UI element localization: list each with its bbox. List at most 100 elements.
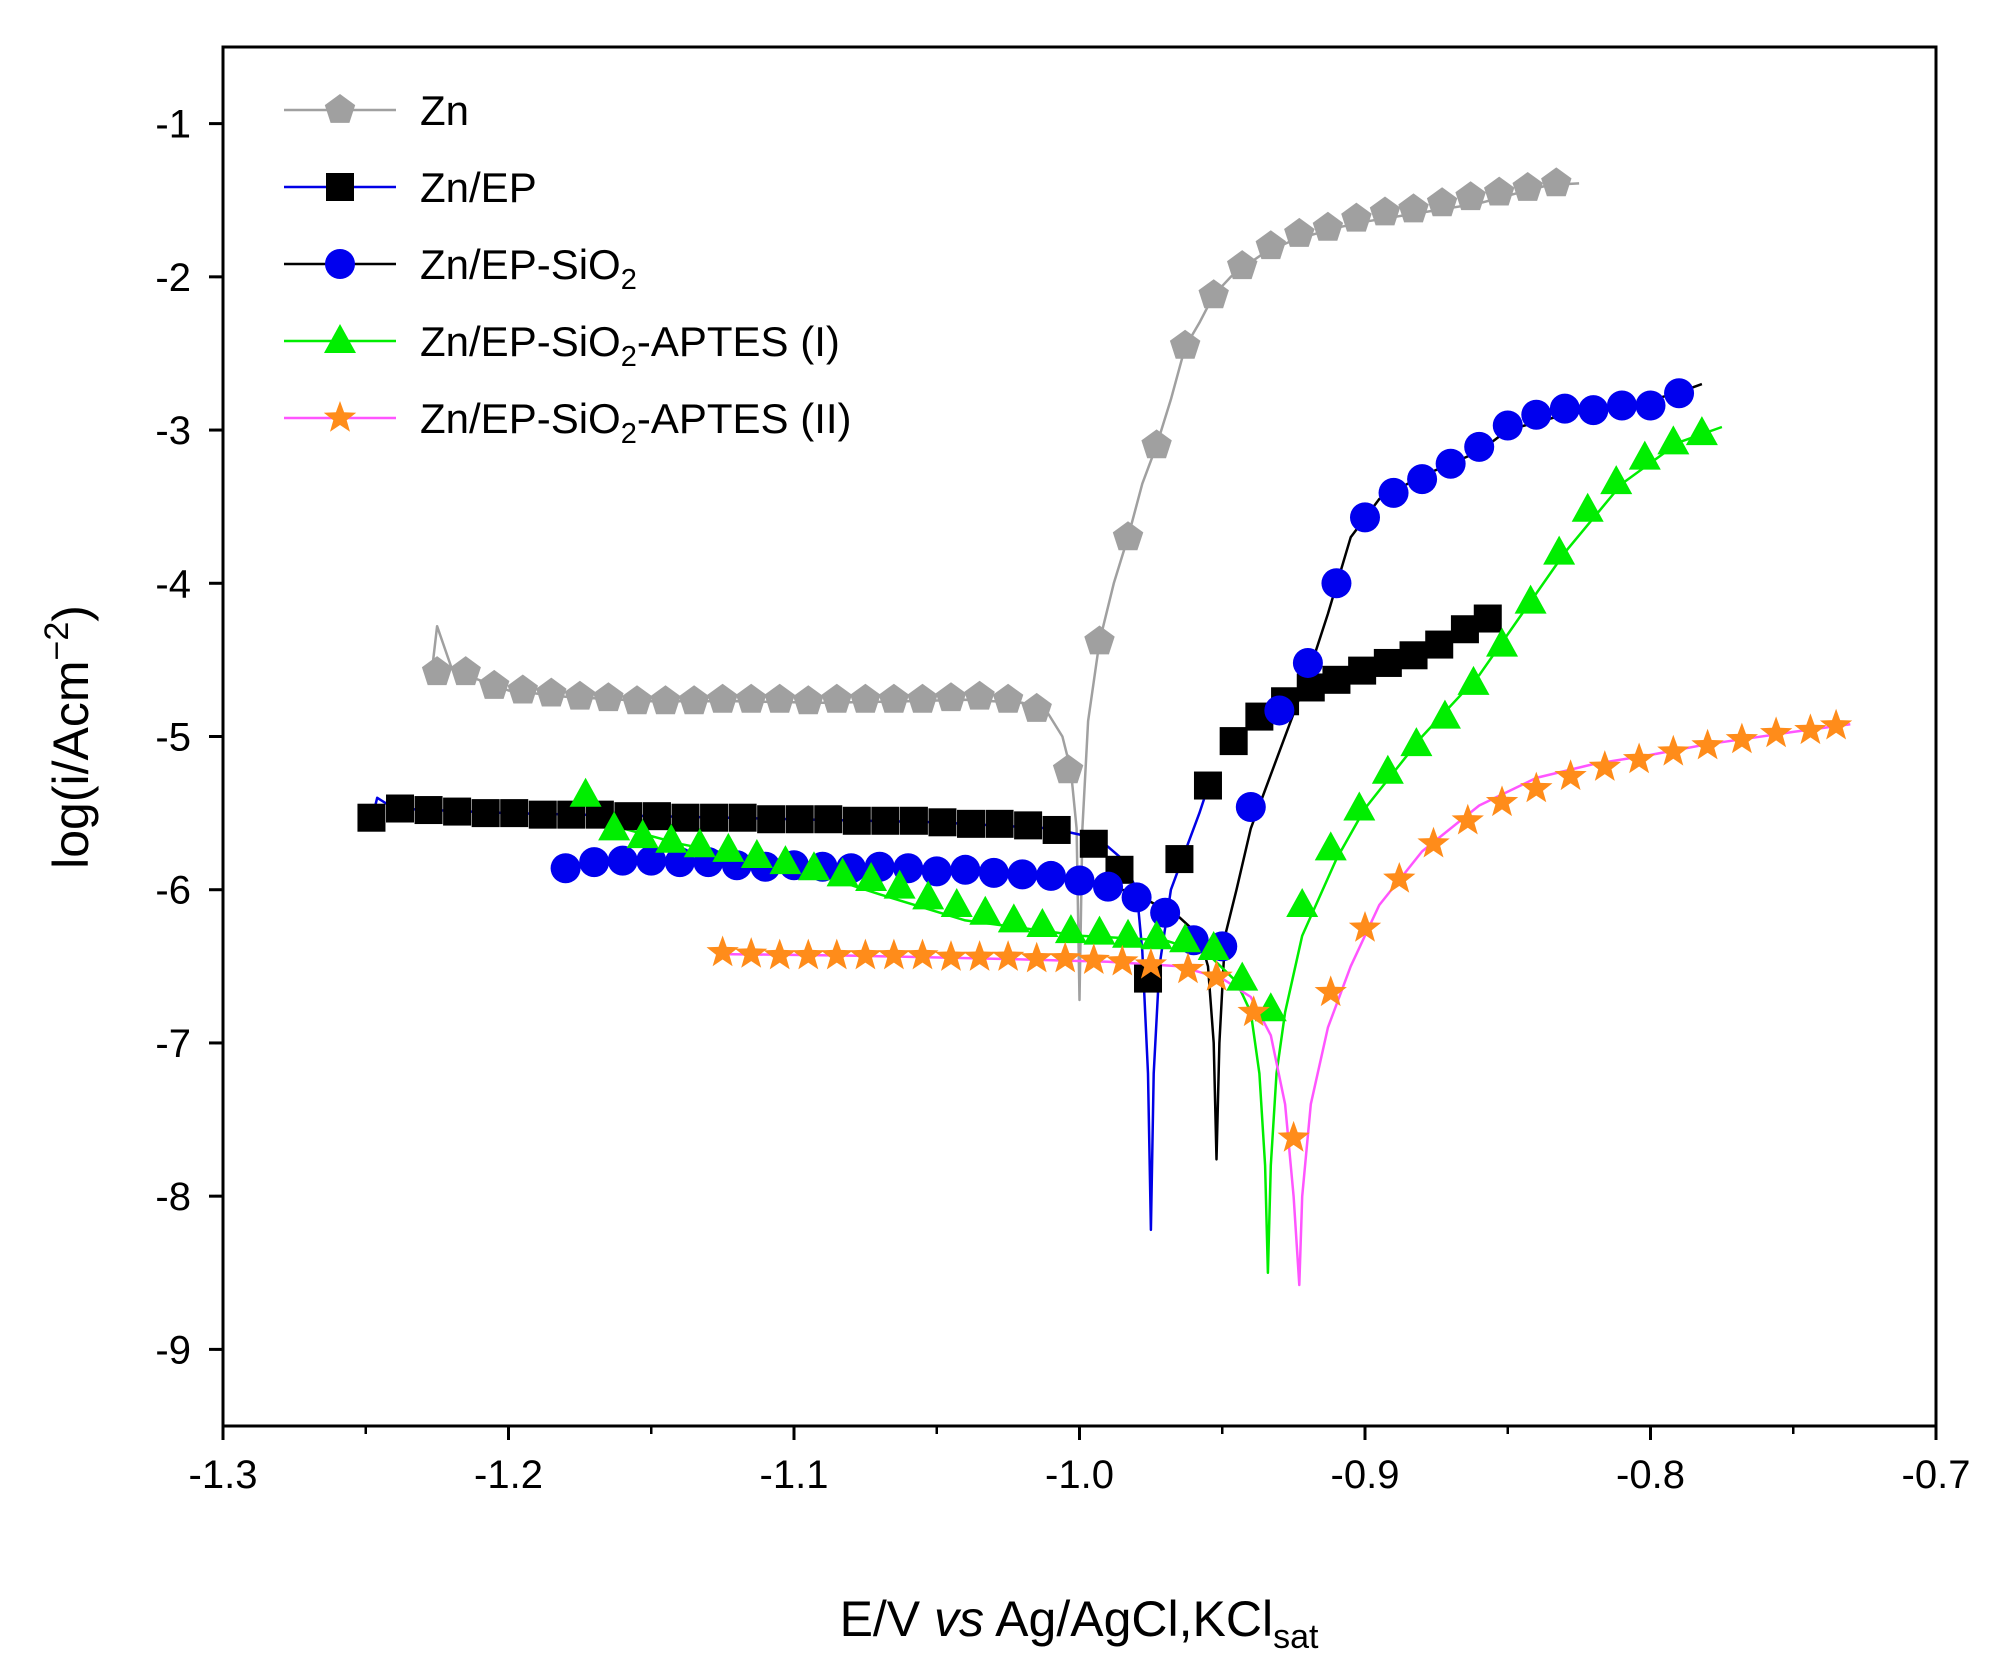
marker-zn-ep-sio2-aptes-ii bbox=[849, 938, 882, 970]
marker-zn-ep bbox=[1193, 771, 1222, 800]
y-axis-label: log(i/Acm−2) bbox=[38, 605, 99, 869]
marker-zn-ep-sio2-aptes-i bbox=[655, 823, 688, 853]
marker-zn-ep-sio2-aptes-ii bbox=[763, 938, 796, 970]
x-tick-label: -1.0 bbox=[1045, 1453, 1114, 1497]
legend-marker-zn-ep-sio2-aptes-i bbox=[324, 324, 356, 353]
marker-zn-ep-sio2 bbox=[1407, 464, 1438, 495]
marker-zn-ep-sio2-aptes-i bbox=[1371, 754, 1404, 784]
marker-zn-ep-sio2-aptes-ii bbox=[1760, 716, 1793, 748]
marker-zn-ep-sio2 bbox=[1492, 410, 1523, 441]
marker-zn-ep-sio2-aptes-ii bbox=[963, 940, 996, 971]
marker-zn bbox=[1341, 202, 1372, 232]
legend-marker-zn bbox=[324, 94, 356, 123]
marker-zn-ep-sio2-aptes-i bbox=[1628, 440, 1661, 470]
marker-zn-ep-sio2-aptes-ii bbox=[1725, 722, 1758, 754]
marker-zn-ep-sio2-aptes-i bbox=[569, 777, 602, 807]
marker-zn-ep-sio2 bbox=[607, 845, 638, 876]
marker-zn-ep-sio2-aptes-i bbox=[1657, 425, 1690, 455]
marker-zn-ep-sio2 bbox=[1549, 393, 1580, 424]
marker-zn-ep-sio2-aptes-i bbox=[826, 857, 859, 887]
marker-zn bbox=[707, 683, 738, 713]
marker-zn-ep-sio2-aptes-i bbox=[683, 828, 716, 858]
marker-zn-ep-sio2-aptes-i bbox=[1400, 727, 1433, 757]
marker-zn-ep bbox=[1042, 815, 1071, 844]
marker-zn-ep bbox=[357, 803, 386, 832]
marker-zn-ep-sio2-aptes-ii bbox=[877, 938, 911, 970]
marker-zn-ep-sio2-aptes-ii bbox=[1134, 947, 1167, 979]
marker-zn-ep-sio2-aptes-ii bbox=[1020, 941, 1053, 973]
marker-zn-ep bbox=[671, 803, 700, 832]
marker-zn-ep-sio2 bbox=[1578, 395, 1609, 426]
marker-zn-ep-sio2-aptes-ii bbox=[735, 937, 768, 968]
marker-zn-ep-sio2-aptes-ii bbox=[1200, 960, 1233, 991]
marker-zn-ep-sio2-aptes-i bbox=[1083, 915, 1116, 945]
marker-zn-ep-sio2 bbox=[1378, 477, 1409, 508]
marker-zn-ep-sio2-aptes-ii bbox=[1485, 785, 1519, 817]
marker-zn-ep bbox=[757, 805, 786, 834]
marker-zn-ep bbox=[985, 809, 1014, 838]
y-tick-label: -8 bbox=[155, 1175, 191, 1219]
marker-zn-ep-sio2-aptes-i bbox=[1140, 920, 1173, 950]
marker-zn-ep bbox=[871, 806, 900, 835]
marker-zn-ep-sio2-aptes-i bbox=[1543, 535, 1576, 565]
marker-zn-ep-sio2 bbox=[1121, 882, 1152, 913]
marker-zn bbox=[593, 682, 624, 712]
marker-zn-ep-sio2-aptes-ii bbox=[1277, 1120, 1310, 1152]
marker-zn-ep bbox=[1399, 641, 1428, 670]
marker-zn-ep bbox=[1473, 604, 1502, 633]
marker-zn-ep bbox=[899, 806, 928, 835]
marker-zn-ep bbox=[1373, 648, 1402, 677]
marker-zn-ep-sio2-aptes-i bbox=[1026, 907, 1059, 937]
marker-zn bbox=[507, 674, 538, 704]
marker-zn-ep-sio2-aptes-i bbox=[1314, 831, 1347, 861]
marker-zn-ep-sio2 bbox=[579, 847, 610, 878]
marker-zn bbox=[564, 680, 596, 710]
series-markers bbox=[357, 167, 1853, 1152]
marker-zn-ep-sio2-aptes-i bbox=[1169, 923, 1202, 953]
legend: Zn Zn/EP Zn/EP-SiO2 Zn/EP-SiO2-APTES (I) Zn/… bbox=[284, 87, 852, 450]
marker-zn-ep-sio2-aptes-i bbox=[1343, 791, 1376, 821]
marker-zn-ep-sio2 bbox=[1035, 860, 1066, 891]
y-tick-label: -9 bbox=[155, 1328, 191, 1372]
marker-zn bbox=[1369, 196, 1401, 226]
marker-zn-ep-sio2-aptes-ii bbox=[1383, 862, 1416, 893]
marker-zn-ep-sio2-aptes-ii bbox=[1691, 728, 1724, 760]
marker-zn-ep bbox=[1322, 665, 1351, 694]
marker-zn bbox=[1312, 211, 1344, 241]
marker-zn-ep-sio2 bbox=[1235, 791, 1266, 822]
legend-label-zn-ep-sio2: Zn/EP-SiO2 bbox=[420, 241, 637, 296]
x-tick-label: -0.7 bbox=[1902, 1453, 1971, 1497]
x-tick-label: -1.1 bbox=[760, 1453, 829, 1497]
marker-zn-ep-sio2-aptes-i bbox=[997, 903, 1030, 933]
marker-zn bbox=[1084, 625, 1115, 655]
marker-zn-ep-sio2 bbox=[1521, 399, 1552, 430]
marker-zn bbox=[650, 685, 681, 715]
marker-zn bbox=[1255, 230, 1286, 260]
marker-zn-ep bbox=[528, 800, 557, 829]
marker-zn-ep-sio2-aptes-i bbox=[912, 880, 945, 910]
legend-label-zn: Zn bbox=[420, 87, 469, 134]
marker-zn-ep-sio2-aptes-ii bbox=[992, 940, 1025, 971]
marker-zn bbox=[1169, 329, 1201, 359]
marker-zn-ep-sio2-aptes-i bbox=[1514, 584, 1547, 614]
marker-zn-ep bbox=[414, 796, 443, 825]
x-tick-label: -0.8 bbox=[1616, 1453, 1685, 1497]
marker-zn-ep-sio2-aptes-i bbox=[1286, 888, 1319, 918]
marker-zn-ep-sio2 bbox=[1093, 871, 1124, 902]
legend-marker-zn-ep-sio2 bbox=[325, 249, 355, 279]
marker-zn bbox=[1227, 250, 1258, 280]
marker-zn-ep-sio2-aptes-i bbox=[883, 869, 916, 899]
marker-zn-ep-sio2 bbox=[1264, 695, 1295, 726]
plot-frame bbox=[221, 45, 1938, 1428]
marker-zn-ep-sio2-aptes-i bbox=[1254, 992, 1287, 1022]
marker-zn bbox=[1455, 181, 1486, 211]
y-tick-label: -5 bbox=[155, 716, 191, 760]
marker-zn bbox=[821, 683, 852, 713]
marker-zn-ep-sio2 bbox=[636, 845, 667, 876]
marker-zn-ep bbox=[728, 803, 757, 832]
marker-zn-ep-sio2-aptes-i bbox=[626, 819, 659, 849]
legend-label-zn-ep-sio2-aptes-ii: Zn/EP-SiO2-APTES (II) bbox=[420, 395, 852, 450]
marker-zn bbox=[992, 683, 1024, 713]
marker-zn-ep-sio2-aptes-ii bbox=[1451, 803, 1484, 835]
